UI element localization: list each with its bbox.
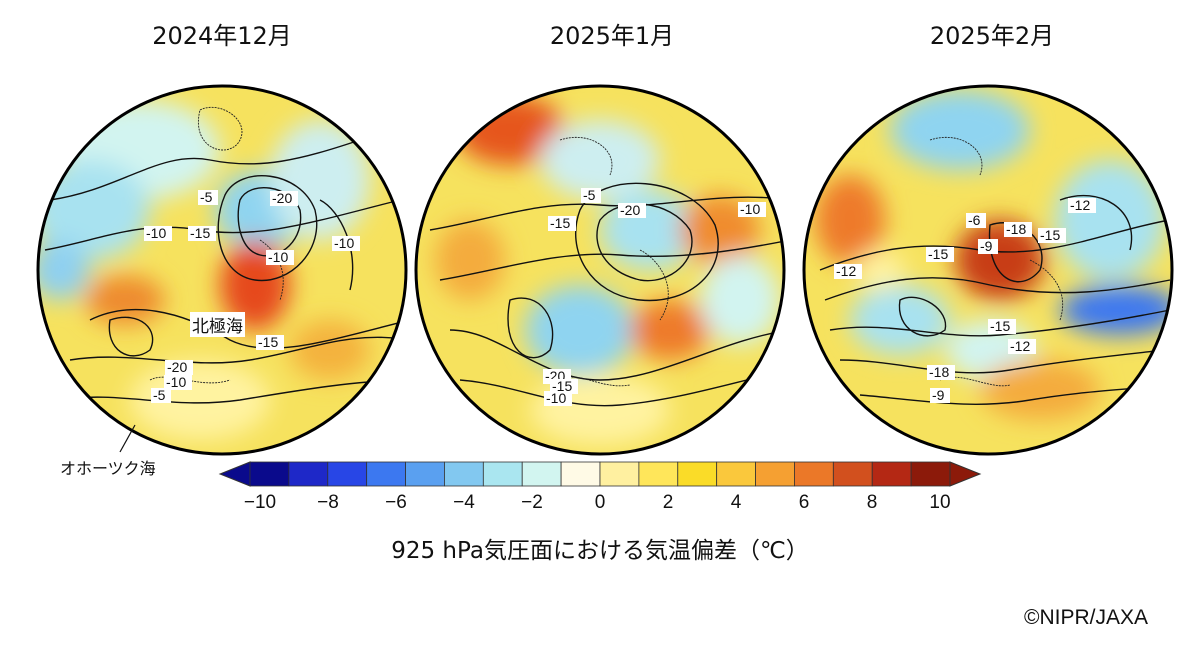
colorbar-tick-label: −4 [453,492,475,513]
contour-label: -15 [926,246,954,262]
map-jan-2025 [414,84,786,456]
contour-label: -5 [198,189,218,205]
colorbar-swatch [249,461,290,487]
colorbar-swatch [755,461,795,487]
contour-label: -15 [548,215,576,231]
svg-text:-18: -18 [929,364,949,380]
credit-text: ©NIPR/JAXA [1023,606,1148,629]
svg-text:-12: -12 [1070,197,1090,213]
contour-label: -10 [164,374,192,390]
colorbar-swatch [832,461,873,487]
colorbar-tick-label: 6 [799,492,810,513]
colorbar-swatch [405,461,445,487]
colorbar-swatch [560,461,601,487]
contour-label: -10 [266,249,294,265]
svg-text:-12: -12 [1010,338,1030,354]
contour-label: -5 [581,187,601,203]
contour-label: -10 [544,390,572,406]
svg-text:-10: -10 [166,374,186,390]
contour-label: -18 [1004,221,1032,237]
contour-label: -12 [834,263,862,279]
colorbar-tick-label: −8 [317,492,339,513]
svg-text:-10: -10 [268,249,288,265]
map-feb-2025 [802,84,1174,456]
svg-text:-15: -15 [552,378,572,394]
svg-text:-5: -5 [583,187,596,203]
arctic-ocean-label: 北極海 [190,312,245,337]
colorbar: −10 −8 −6 −4 −2 0 2 4 6 8 10 [218,461,982,513]
svg-text:-12: -12 [836,263,856,279]
colorbar-tick-label: 10 [929,492,950,513]
contour-label: -10 [738,201,766,217]
svg-text:-5: -5 [153,387,166,403]
colorbar-tick-label: 4 [731,492,742,513]
svg-text:-6: -6 [968,212,981,228]
contour-label: -12 [1008,338,1036,354]
svg-text:-9: -9 [980,238,993,254]
contour-label: -20 [618,202,646,218]
colorbar-max-arrow [949,461,982,487]
colorbar-swatch [444,461,484,487]
okhotsk-sea-label: オホーツク海 [60,459,156,478]
svg-text:-15: -15 [928,246,948,262]
okhotsk-pointer-line [119,424,136,453]
svg-text:-20: -20 [167,359,187,375]
svg-text:-5: -5 [200,189,213,205]
colorbar-swatch [910,461,951,487]
contour-label: -20 [270,190,298,206]
contour-label: -12 [1068,197,1096,213]
svg-text:-20: -20 [272,190,292,206]
contour-label: -10 [332,235,360,251]
panel-title-dec-2024: 2024年12月 [152,22,292,50]
colorbar-swatch [599,461,640,487]
colorbar-swatch [871,461,912,487]
colorbar-swatch [521,461,562,487]
contour-label: -9 [978,238,998,254]
panel-title-feb-2025: 2025年2月 [929,22,1055,50]
svg-text:-15: -15 [550,215,570,231]
contour-label: -5 [151,387,171,403]
contour-label: -15 [1038,227,1066,243]
svg-text:-10: -10 [334,235,354,251]
colorbar-swatch [288,461,329,487]
contour-label: -10 [144,225,172,241]
colorbar-tick-label: −10 [244,492,276,513]
colorbar-swatch [482,461,523,487]
contour-label: -15 [988,318,1016,334]
colorbar-title: 925 hPa気圧面における気温偏差（℃） [391,538,809,564]
colorbar-swatch [677,461,718,487]
contour-label: -15 [256,334,284,350]
contour-label: -15 [550,378,578,394]
colorbar-tick-label: 2 [663,492,674,513]
svg-text:-20: -20 [620,202,640,218]
colorbar-tick-label: −2 [521,492,543,513]
svg-text:-10: -10 [740,201,760,217]
svg-text:-9: -9 [932,387,945,403]
colorbar-swatch [327,461,368,487]
svg-text:-15: -15 [190,225,210,241]
contour-label: -18 [927,364,955,380]
colorbar-swatch [794,461,834,487]
panel-title-jan-2025: 2025年1月 [549,22,675,50]
colorbar-min-arrow [218,461,251,487]
contour-label: -9 [930,387,950,403]
svg-text:-15: -15 [990,318,1010,334]
svg-text:-10: -10 [546,390,566,406]
colorbar-tick-label: −6 [385,492,407,513]
contour-label: -20 [165,359,193,375]
colorbar-swatch [366,461,406,487]
svg-text:-10: -10 [146,225,166,241]
svg-text:-15: -15 [1040,227,1060,243]
svg-text:-15: -15 [258,334,278,350]
colorbar-swatch [716,461,756,487]
contour-label: -6 [966,212,986,228]
colorbar-tick-label: 8 [867,492,878,513]
map-dec-2024 [36,84,408,456]
contour-label: -15 [188,225,216,241]
colorbar-tick-label: 0 [595,492,606,513]
svg-text:-18: -18 [1006,221,1026,237]
colorbar-swatch [638,461,679,487]
